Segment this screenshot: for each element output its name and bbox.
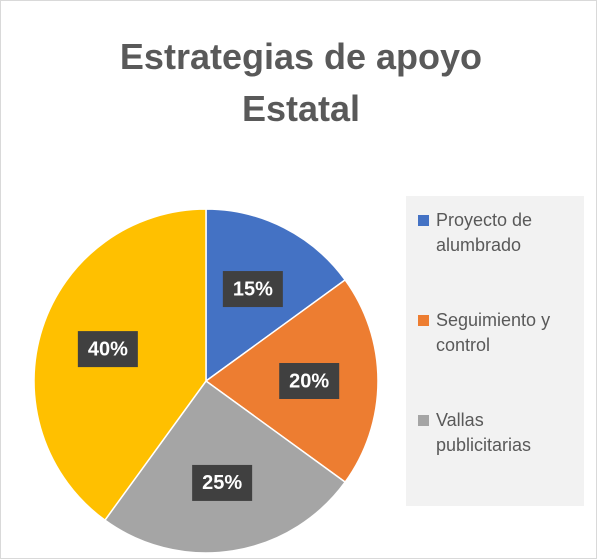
legend-swatch bbox=[418, 215, 429, 226]
legend-entry: Seguimiento y control bbox=[418, 308, 578, 358]
data-label-box bbox=[192, 464, 253, 501]
legend-label: Proyecto de alumbrado bbox=[436, 210, 533, 255]
legend-entry: Vallas publicitarias bbox=[418, 408, 578, 458]
data-label-box bbox=[279, 363, 340, 399]
legend-entry: Proyecto de alumbrado bbox=[418, 208, 578, 258]
data-label: 15% bbox=[233, 278, 273, 300]
legend: Proyecto de alumbrado Seguimiento y contr… bbox=[406, 196, 584, 506]
legend-label: Vallas publicitarias bbox=[436, 410, 532, 455]
data-label: 40% bbox=[88, 338, 128, 360]
data-label: 20% bbox=[289, 370, 329, 392]
chart-title: Estrategias de apoyo Estatal bbox=[119, 36, 483, 129]
data-label: 25% bbox=[202, 472, 242, 494]
legend-swatch bbox=[418, 415, 429, 426]
data-label-box bbox=[222, 271, 283, 308]
data-label-box bbox=[77, 331, 138, 368]
legend-label: Seguimiento y control bbox=[436, 310, 551, 355]
legend-swatch bbox=[418, 315, 429, 326]
